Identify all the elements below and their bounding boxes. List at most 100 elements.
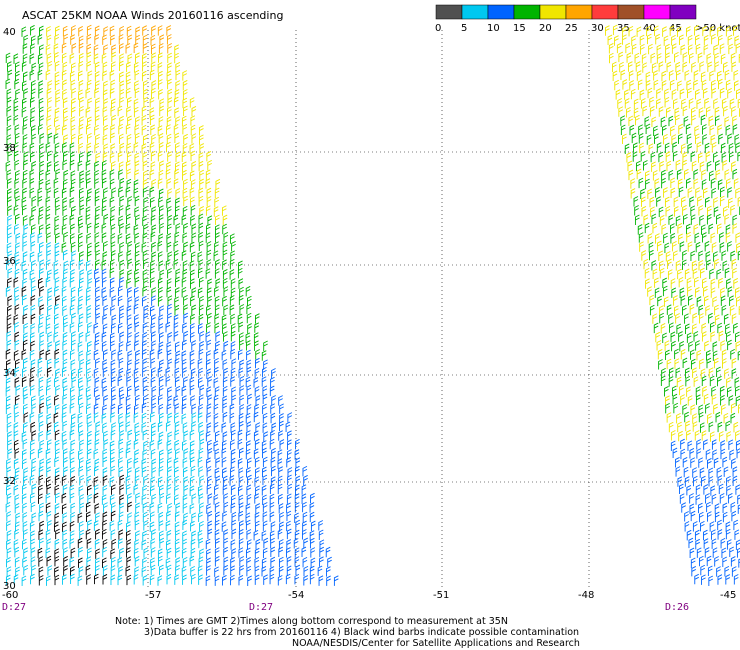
wind-barb (694, 287, 700, 298)
wind-barb (38, 385, 44, 397)
wind-barb (286, 528, 292, 540)
wind-barb (696, 448, 702, 459)
wind-barb (262, 403, 267, 415)
wind-barb (175, 142, 180, 153)
wind-barb (301, 529, 307, 540)
wind-barb (31, 483, 37, 495)
wind-barb (109, 476, 115, 487)
wind-barb (692, 323, 697, 334)
wind-barb (295, 457, 301, 468)
wind-barb (119, 43, 124, 54)
wind-barb (166, 133, 172, 145)
wind-barb (46, 555, 52, 567)
wind-barb (618, 106, 624, 117)
wind-barb (47, 150, 52, 162)
wind-barb (181, 403, 187, 414)
wind-barb (159, 160, 164, 171)
wind-barb (182, 457, 188, 468)
wind-barb (125, 483, 131, 495)
wind-barb (182, 206, 188, 217)
wind-barb (696, 349, 702, 361)
wind-barb (39, 537, 44, 549)
legend-swatch (513, 4, 541, 20)
wind-barb (39, 340, 44, 351)
wind-barb (54, 33, 60, 45)
wind-barb (190, 538, 196, 550)
wind-barb (182, 502, 188, 514)
wind-barb (718, 133, 723, 145)
wind-barb (5, 367, 11, 379)
wind-barb (134, 206, 140, 217)
wind-barb (45, 314, 51, 325)
wind-barb (229, 412, 235, 424)
wind-barb (254, 403, 259, 415)
wind-barb (645, 278, 650, 289)
wind-barb (94, 465, 99, 477)
wind-barb (101, 177, 107, 189)
wind-barb (658, 206, 664, 217)
wind-barb (109, 277, 115, 288)
wind-barb (720, 395, 725, 406)
wind-barb (205, 575, 211, 586)
wind-barb (199, 143, 205, 154)
wind-barb (118, 466, 124, 477)
wind-barb (310, 492, 315, 504)
wind-barb (675, 466, 681, 477)
wind-barb (686, 231, 691, 243)
wind-barb (720, 142, 726, 154)
wind-barb (238, 485, 243, 496)
wind-barb (39, 304, 45, 315)
wind-barb (222, 269, 228, 280)
wind-barb (38, 178, 44, 190)
wind-barb (149, 521, 155, 532)
wind-barb (689, 448, 695, 459)
wind-barb (95, 97, 100, 108)
wind-barb (206, 466, 212, 477)
wind-barb (71, 62, 76, 73)
wind-barb (31, 224, 36, 235)
wind-barb (30, 332, 35, 343)
wind-barb (23, 159, 28, 171)
wind-barb (23, 34, 29, 46)
wind-barb (86, 413, 92, 424)
wind-barb (127, 196, 133, 207)
wind-barb (181, 385, 187, 397)
wind-barb (670, 177, 676, 189)
wind-barb (86, 538, 92, 549)
wind-barb (711, 33, 716, 45)
wind-barb (149, 440, 155, 451)
wind-barb (102, 61, 108, 73)
wind-barb (151, 133, 156, 145)
wind-barb (6, 259, 11, 270)
wind-barb (190, 269, 195, 280)
wind-barb (303, 575, 309, 586)
wind-barb (61, 430, 67, 442)
wind-barb (134, 331, 140, 343)
wind-barb (718, 34, 723, 46)
wind-barb (118, 413, 124, 424)
wind-barb (190, 124, 196, 136)
wind-barb (199, 475, 204, 486)
wind-barb (111, 314, 117, 325)
wind-barb (665, 151, 671, 162)
wind-barb (694, 573, 699, 585)
wind-barb (679, 341, 685, 352)
wind-barb (708, 421, 714, 432)
wind-barb (182, 123, 188, 135)
wind-barb (245, 412, 251, 424)
wind-barb (157, 240, 163, 252)
wind-barb (94, 214, 100, 225)
wind-barb (94, 142, 100, 154)
wind-barb (666, 304, 672, 315)
wind-barb (189, 456, 195, 468)
wind-barb (688, 341, 693, 352)
wind-barb (47, 520, 52, 531)
wind-barb (118, 285, 123, 297)
wind-barb (701, 475, 706, 487)
wind-barb (53, 260, 59, 271)
wind-barb (6, 422, 12, 433)
wind-barb (167, 457, 172, 468)
wind-barb (102, 404, 107, 415)
wind-barb (655, 233, 660, 244)
wind-barb (103, 395, 108, 406)
